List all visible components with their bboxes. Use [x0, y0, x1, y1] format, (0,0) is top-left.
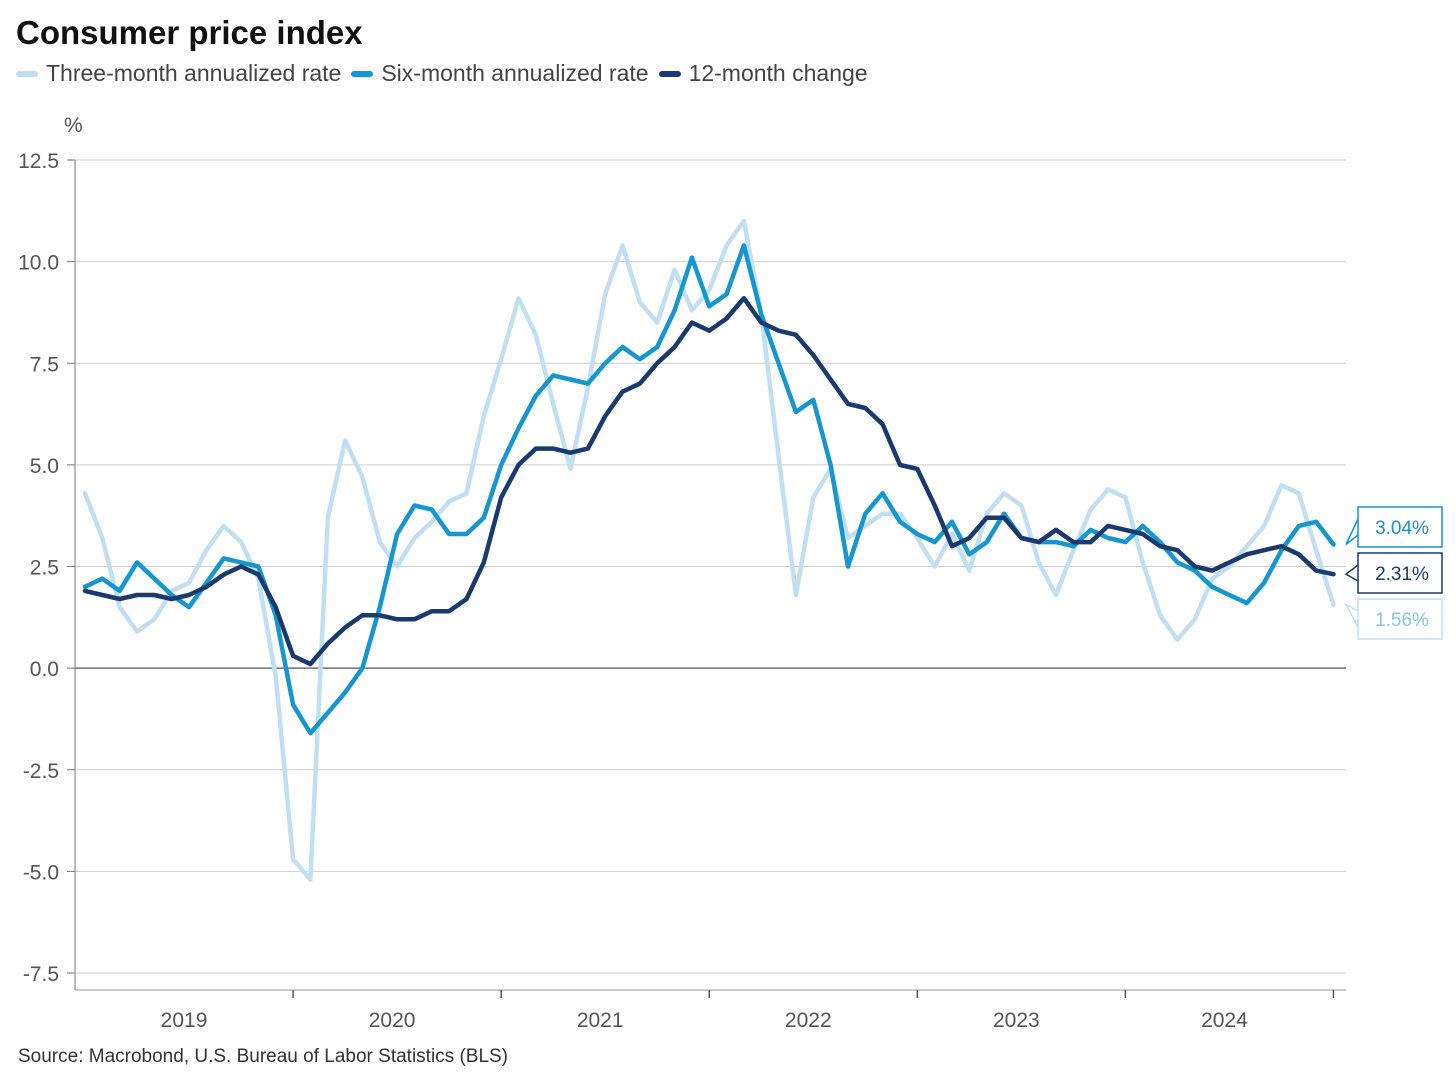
end-label-box-six-month [1357, 506, 1443, 548]
series-line-six-month [82, 243, 1336, 736]
axis-layer: 12.5 10.0 7.5 5.0 2.5 0.0 -2.5 -5.0 -7.5% 2019 202… [18, 114, 1346, 1032]
y-tick-label: 2.5 [30, 557, 59, 580]
legend-item-twelve-month: 12-month change [658, 60, 868, 87]
x-tick-label: 2024 [1201, 1009, 1248, 1032]
end-label-six-month: 3.04% [1375, 518, 1429, 539]
y-tick-label: 5.0 [30, 455, 59, 478]
y-tick-label: -7.5 [23, 963, 59, 986]
y-tick-label: -2.5 [23, 760, 59, 783]
end-label-box-twelve-month [1357, 552, 1443, 594]
source-note: Source: Macrobond, U.S. Bureau of Labor … [18, 1046, 509, 1067]
legend: Three-month annualized rate Six-month an… [16, 60, 878, 87]
y-tick-label: 10.0 [18, 252, 59, 275]
x-tick-label: 2020 [369, 1009, 416, 1032]
x-tick-label: 2022 [785, 1009, 832, 1032]
series-line-three-month [82, 218, 1336, 882]
x-tick-label: 2021 [577, 1009, 624, 1032]
y-tick-label: 0.0 [30, 658, 59, 681]
end-label-layer: 1.56% 3.04% 2.31% [1344, 506, 1443, 640]
legend-label-three-month: Three-month annualized rate [46, 60, 342, 86]
y-tick-label: 12.5 [18, 150, 59, 173]
y-tick-label: -5.0 [23, 861, 59, 884]
end-label-three-month: 1.56% [1375, 610, 1429, 631]
y-tick-label: 7.5 [30, 353, 59, 376]
end-label-pointer-twelve-month [1344, 564, 1359, 582]
legend-swatch-twelve-month [658, 70, 681, 77]
legend-swatch-six-month [351, 70, 374, 77]
x-tick-label: 2019 [161, 1009, 208, 1032]
chart-plot: 12.5 10.0 7.5 5.0 2.5 0.0 -2.5 -5.0 -7.5% 2019 202… [18, 114, 1443, 1032]
legend-swatch-three-month [16, 70, 38, 77]
legend-item-three-month: Three-month annualized rate [16, 60, 341, 87]
legend-label-twelve-month: 12-month change [688, 60, 868, 86]
legend-item-six-month: Six-month annualized rate [351, 60, 649, 87]
end-label-twelve-month: 2.31% [1375, 564, 1429, 585]
end-label-box-three-month [1357, 598, 1443, 640]
end-label-pointer-six-month [1345, 518, 1359, 546]
end-label-pointer-three-month [1344, 602, 1359, 628]
chart-title: Consumer price index [16, 14, 363, 51]
legend-label-six-month: Six-month annualized rate [381, 60, 649, 86]
series-layer [82, 218, 1336, 882]
y-unit-label: % [64, 114, 83, 137]
x-tick-label: 2023 [993, 1009, 1040, 1032]
series-line-twelve-month [82, 295, 1336, 667]
